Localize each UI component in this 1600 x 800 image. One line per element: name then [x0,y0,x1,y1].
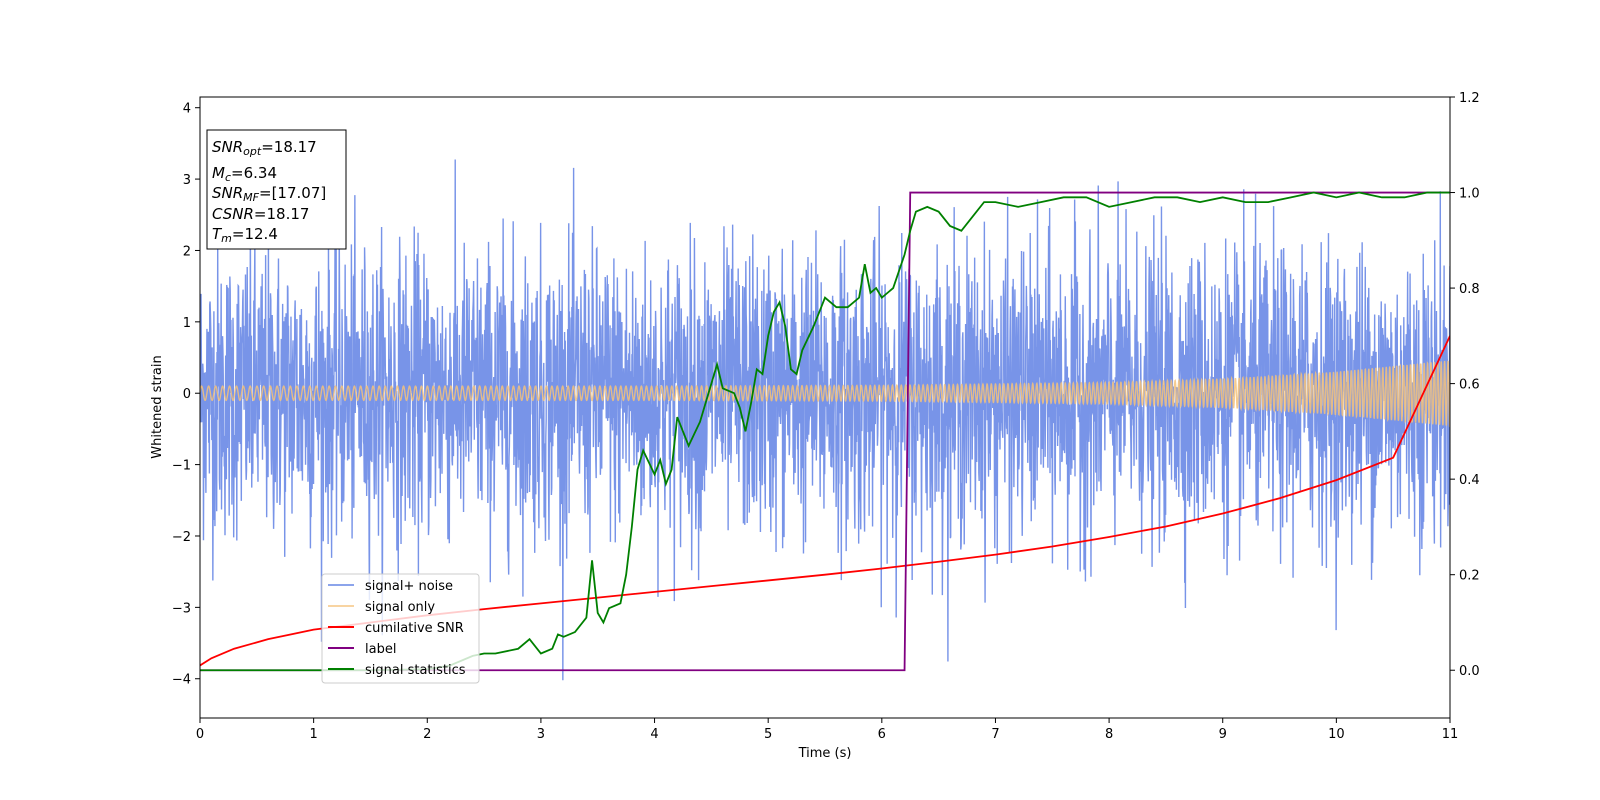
y2-tick-label: 0.4 [1459,473,1480,488]
signal-noise-series [200,159,1450,681]
info-box: SNRopt=18.17 Mc=6.34 SNRMF=[17.07] CSNR=… [206,129,347,250]
y-tick-label: 1 [183,316,191,331]
legend: signal+ noise signal only cumilative SNR la… [321,573,480,684]
y2-tick-label: 1.2 [1459,91,1480,106]
x-tick-label: 7 [991,727,999,742]
y-tick-label: 4 [183,102,191,117]
cumulative-snr-series [200,335,1450,667]
y-tick-label: −3 [172,601,191,616]
signal-statistics-series [200,191,1450,672]
cumulative-snr-line [200,335,1450,667]
y-tick-label: 3 [183,173,191,188]
y-axis-ticks: −4 −3 −2 −1 0 1 2 3 4 [172,102,200,688]
legend-label: signal only [365,600,435,615]
y-tick-label: 2 [183,244,191,259]
x-axis-title: Time (s) [798,746,852,761]
x-tick-label: 3 [537,727,545,742]
plot-frame [199,96,1451,719]
x-tick-label: 0 [196,727,204,742]
y-tick-label: −1 [172,459,191,474]
x-axis-ticks: 0 1 2 3 4 5 6 7 8 9 10 11 [196,718,1458,742]
legend-label: cumilative SNR [365,621,464,636]
label-line [200,191,1450,672]
info-tm: Tm=12.4 [212,225,278,245]
x-tick-label: 1 [309,727,317,742]
x-tick-label: 4 [650,727,658,742]
x-tick-label: 8 [1105,727,1113,742]
signal-noise-line [200,159,1450,681]
signal-statistics-line [200,191,1450,672]
y-tick-label: −4 [172,673,191,688]
legend-frame [321,573,480,684]
y2-tick-label: 0.6 [1459,378,1480,393]
y2-axis-ticks: 0.0 0.2 0.4 0.6 0.8 1.0 1.2 [1450,91,1480,679]
info-box-frame [206,129,347,250]
y-tick-label: −2 [172,530,191,545]
y-axis-title: Whitened strain [150,355,165,458]
legend-label: label [365,642,396,657]
x-tick-label: 10 [1328,727,1345,742]
y2-tick-label: 0.8 [1459,282,1480,297]
legend-label: signal statistics [365,663,466,678]
label-series [200,191,1450,672]
legend-label: signal+ noise [365,579,453,594]
signal-only-line [200,360,1450,428]
y2-tick-label: 0.2 [1459,569,1480,584]
y2-tick-label: 1.0 [1459,187,1480,202]
info-snr-mf: SNRMF=[17.07] [212,184,326,204]
x-tick-label: 6 [878,727,886,742]
x-tick-label: 2 [423,727,431,742]
y-tick-label: 0 [183,387,191,402]
y2-tick-label: 0.0 [1459,664,1480,679]
info-csnr: CSNR=18.17 [212,205,309,223]
signal-only-series [200,360,1450,428]
x-tick-label: 9 [1219,727,1227,742]
x-tick-label: 5 [764,727,772,742]
info-snr-opt: SNRopt=18.17 [212,138,317,158]
x-tick-label: 11 [1442,727,1459,742]
info-mc: Mc=6.34 [212,164,277,184]
